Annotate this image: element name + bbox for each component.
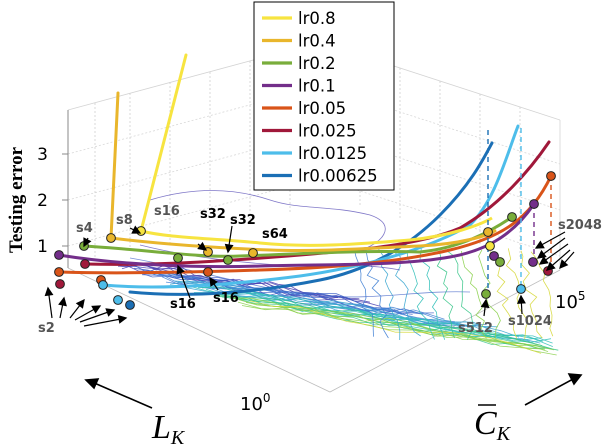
annotation-label-s32: s32 bbox=[230, 213, 256, 228]
legend-entry: lr0.1 bbox=[262, 77, 336, 96]
series-marker bbox=[106, 233, 116, 243]
annotation-arrow-head bbox=[131, 225, 142, 234]
legend-label: lr0.05 bbox=[298, 99, 346, 118]
series-line-lr0-4 bbox=[109, 91, 120, 240]
series-marker bbox=[516, 284, 526, 294]
series-line-lr0-8 bbox=[139, 53, 188, 233]
series-marker bbox=[248, 248, 258, 258]
legend-entry: lr0.8 bbox=[262, 9, 336, 28]
annotation-arrow-head bbox=[83, 237, 92, 248]
annotation-arrow-head bbox=[44, 286, 54, 297]
annotation-arrow-head bbox=[209, 276, 218, 287]
annotation-label-s16: s16 bbox=[213, 291, 239, 306]
y-tick-label: 1 bbox=[37, 237, 48, 257]
axis-direction-arrows bbox=[84, 373, 583, 409]
annotation-label-s512: s512 bbox=[458, 321, 493, 336]
legend-label: lr0.2 bbox=[298, 54, 336, 73]
y-axis-label: Testing error bbox=[6, 146, 27, 253]
series-marker bbox=[528, 257, 538, 267]
annotation-arrow-head bbox=[538, 255, 549, 265]
annotation-arrow-head bbox=[176, 264, 185, 275]
annotation-label-s16: s16 bbox=[154, 204, 180, 219]
annotation-arrow-head bbox=[58, 296, 67, 307]
series-marker bbox=[55, 279, 65, 289]
annotation-arrow-head bbox=[559, 259, 569, 270]
legend-label: lr0.8 bbox=[298, 9, 336, 28]
y-axis: 1 2 3 bbox=[37, 110, 69, 268]
series-marker bbox=[203, 267, 213, 277]
legend-entry: lr0.0125 bbox=[262, 144, 367, 163]
annotation-label-s32: s32 bbox=[200, 207, 226, 222]
annotation-labels: s2 s4 s8 s16 s32 s32 s64 s16 s16 s512 s1024 s2048 bbox=[38, 204, 602, 336]
series-marker bbox=[485, 241, 495, 251]
series-marker bbox=[173, 253, 183, 263]
annotation-arrow-head bbox=[105, 308, 116, 317]
annotation-label-s2048: s2048 bbox=[558, 218, 602, 233]
series-marker bbox=[489, 251, 499, 261]
annotation-label-s16: s16 bbox=[170, 297, 196, 312]
y-tick-label: 2 bbox=[37, 191, 48, 211]
series-line-lr0-4-lower bbox=[110, 228, 497, 253]
annotation-arrow-head bbox=[224, 243, 234, 254]
x-axis-label-right: CK bbox=[474, 404, 512, 445]
series-marker bbox=[507, 212, 517, 222]
annotation-arrow-head bbox=[91, 305, 102, 314]
series-marker bbox=[223, 255, 233, 265]
series-marker bbox=[481, 289, 491, 299]
series-marker bbox=[495, 257, 505, 267]
annotation-arrows bbox=[44, 225, 575, 327]
series-marker bbox=[54, 250, 64, 260]
annotation-arrow-head bbox=[545, 261, 556, 271]
annotation-arrow-head bbox=[536, 249, 547, 259]
annotation-label-s2: s2 bbox=[38, 321, 55, 336]
legend-entry: lr0.2 bbox=[262, 54, 336, 73]
legend-label: lr0.025 bbox=[298, 122, 357, 141]
legend-entry: lr0.025 bbox=[262, 122, 357, 141]
annotation-arrow-head bbox=[197, 241, 208, 251]
annotation-arrow-head bbox=[534, 240, 545, 249]
series-marker bbox=[483, 227, 493, 237]
legend-label: lr0.1 bbox=[298, 77, 336, 96]
series-marker bbox=[98, 280, 108, 290]
annotation-arrow-head bbox=[75, 298, 85, 309]
annotation-label-s1024: s1024 bbox=[508, 314, 552, 329]
annotation-arrow-head bbox=[516, 294, 526, 304]
legend-label: lr0.00625 bbox=[298, 167, 378, 186]
right-axis-tick-label: 105 bbox=[555, 289, 586, 313]
series-marker bbox=[529, 199, 539, 209]
annotation-label-s4: s4 bbox=[76, 221, 93, 236]
left-axis-tick-label: 100 bbox=[240, 391, 271, 415]
annotation-label-s64: s64 bbox=[262, 227, 288, 242]
svg-text:CK: CK bbox=[474, 405, 512, 445]
legend-label: lr0.4 bbox=[298, 32, 336, 51]
series-line-lr0-8-lower bbox=[140, 216, 493, 247]
series-marker bbox=[546, 171, 556, 181]
annotation-arrow-head bbox=[480, 298, 490, 309]
legend-entry: lr0.05 bbox=[262, 99, 346, 118]
series-marker bbox=[113, 295, 123, 305]
series-marker bbox=[125, 300, 135, 310]
annotation-arrow-head bbox=[117, 315, 128, 324]
legend-label: lr0.0125 bbox=[298, 144, 367, 163]
x-axis-label-left: LK bbox=[151, 409, 186, 446]
y-tick-label: 3 bbox=[37, 145, 48, 165]
legend-entry: lr0.00625 bbox=[262, 167, 378, 186]
annotation-label-s8: s8 bbox=[116, 213, 133, 228]
series-marker bbox=[54, 267, 64, 277]
series-marker bbox=[80, 259, 90, 269]
legend: lr0.8 lr0.4 lr0.2 lr0.1 lr0.05 lr0.025 lr0.012… bbox=[253, 1, 395, 191]
legend-entry: lr0.4 bbox=[262, 32, 336, 51]
